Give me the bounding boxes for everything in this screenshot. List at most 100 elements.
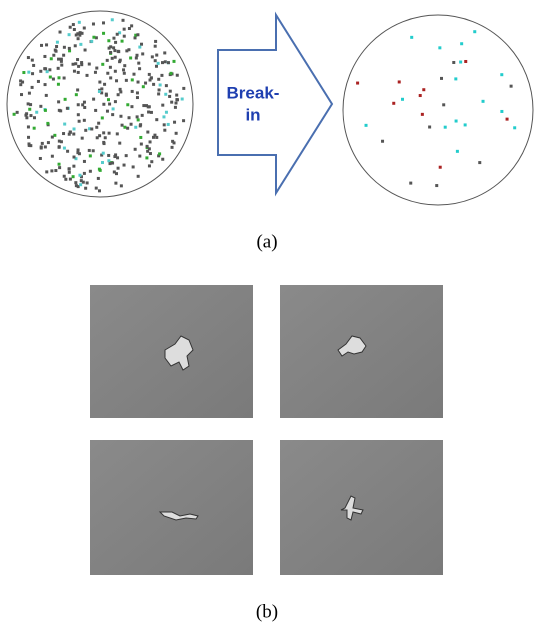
defect-dot: [83, 101, 86, 104]
defect-dot: [58, 163, 61, 166]
defect-dot: [169, 90, 172, 93]
defect-dot: [39, 157, 42, 160]
defect-dot: [117, 167, 120, 170]
defect-dot: [80, 63, 83, 66]
defect-dot: [114, 153, 117, 156]
defect-dot: [88, 63, 91, 66]
defect-dot: [64, 98, 67, 101]
defect-dot: [57, 76, 60, 79]
defect-dot: [109, 45, 112, 48]
defect-dot: [69, 26, 72, 29]
defect-dot: [464, 123, 467, 126]
defect-dot: [132, 73, 135, 76]
defect-dot: [108, 103, 111, 106]
defect-dot: [125, 49, 128, 52]
defect-dot: [27, 71, 30, 74]
defect-dot: [21, 81, 24, 84]
arrow-label: Break-: [227, 83, 280, 102]
defect-dot: [103, 83, 106, 86]
defect-dot: [123, 126, 126, 129]
defect-dot: [163, 123, 166, 126]
defect-dot: [63, 147, 66, 150]
defect-dot: [128, 116, 131, 119]
defect-dot: [161, 158, 164, 161]
defect-dot: [19, 83, 22, 86]
defect-dot: [139, 136, 142, 139]
defect-dot: [74, 44, 77, 47]
defect-dot: [169, 72, 172, 75]
defect-dot: [435, 184, 438, 187]
defect-dot: [123, 28, 126, 31]
defect-dot: [33, 127, 36, 130]
defect-dot: [102, 152, 105, 155]
defect-dot: [40, 44, 43, 47]
defect-dot: [37, 80, 40, 83]
defect-dot: [139, 123, 142, 126]
defect-dot: [105, 94, 108, 97]
defect-dot: [137, 81, 140, 84]
defect-dot: [136, 96, 139, 99]
defect-dot: [95, 187, 98, 190]
defect-dot: [33, 116, 36, 119]
defect-dot: [135, 57, 138, 60]
defect-dot: [148, 73, 151, 76]
defect-dot: [175, 132, 178, 135]
defect-dot: [106, 59, 109, 62]
defect-dot: [129, 56, 132, 59]
defect-dot: [398, 80, 401, 83]
defect-dot: [39, 70, 42, 73]
defect-dot: [50, 169, 53, 172]
defect-dot: [145, 156, 148, 159]
defect-dot: [460, 42, 463, 45]
defect-dot: [98, 90, 101, 93]
defect-dot: [51, 155, 54, 158]
defect-dot: [68, 171, 71, 174]
defect-dot: [137, 175, 140, 178]
defect-dot: [158, 88, 161, 91]
defect-dot: [111, 18, 114, 21]
defect-dot: [102, 131, 105, 134]
defect-dot: [500, 73, 503, 76]
defect-dot: [101, 63, 104, 66]
defect-dot: [113, 49, 116, 52]
defect-dot: [500, 110, 503, 113]
defect-dot: [149, 152, 152, 155]
defect-dot: [130, 123, 133, 126]
defect-dot: [45, 43, 48, 46]
defect-dot: [165, 111, 168, 114]
defect-dot: [444, 126, 447, 129]
defect-dot: [163, 51, 166, 54]
defect-dot: [409, 182, 412, 185]
defect-dot: [109, 51, 112, 54]
defect-dot: [92, 149, 95, 152]
defect-dot: [111, 57, 114, 60]
defect-dot: [140, 43, 143, 46]
defect-dot: [152, 83, 155, 86]
defect-dot: [92, 36, 95, 39]
defect-dot: [69, 131, 72, 134]
defect-dot: [119, 115, 122, 118]
defect-dot: [76, 58, 79, 61]
defect-dot: [45, 94, 48, 97]
defect-dot: [74, 181, 77, 184]
defect-dot: [157, 92, 160, 95]
defect-dot: [58, 166, 61, 169]
defect-dot: [29, 114, 32, 117]
defect-dot: [144, 82, 147, 85]
defect-dot: [89, 170, 92, 173]
defect-dot: [114, 70, 117, 73]
defect-dot: [112, 37, 115, 40]
defect-dot: [136, 33, 139, 36]
defect-dot: [176, 74, 179, 77]
defect-dot: [55, 45, 58, 48]
defect-dot: [52, 78, 55, 81]
defect-dot: [95, 126, 98, 129]
defect-dot: [114, 182, 117, 185]
defect-dot: [79, 183, 82, 186]
defect-dot: [114, 56, 117, 59]
defect-dot: [13, 113, 16, 116]
defect-dot: [77, 113, 80, 116]
defect-dot: [82, 181, 85, 184]
defect-dot: [123, 164, 126, 167]
defect-dot: [173, 141, 176, 144]
